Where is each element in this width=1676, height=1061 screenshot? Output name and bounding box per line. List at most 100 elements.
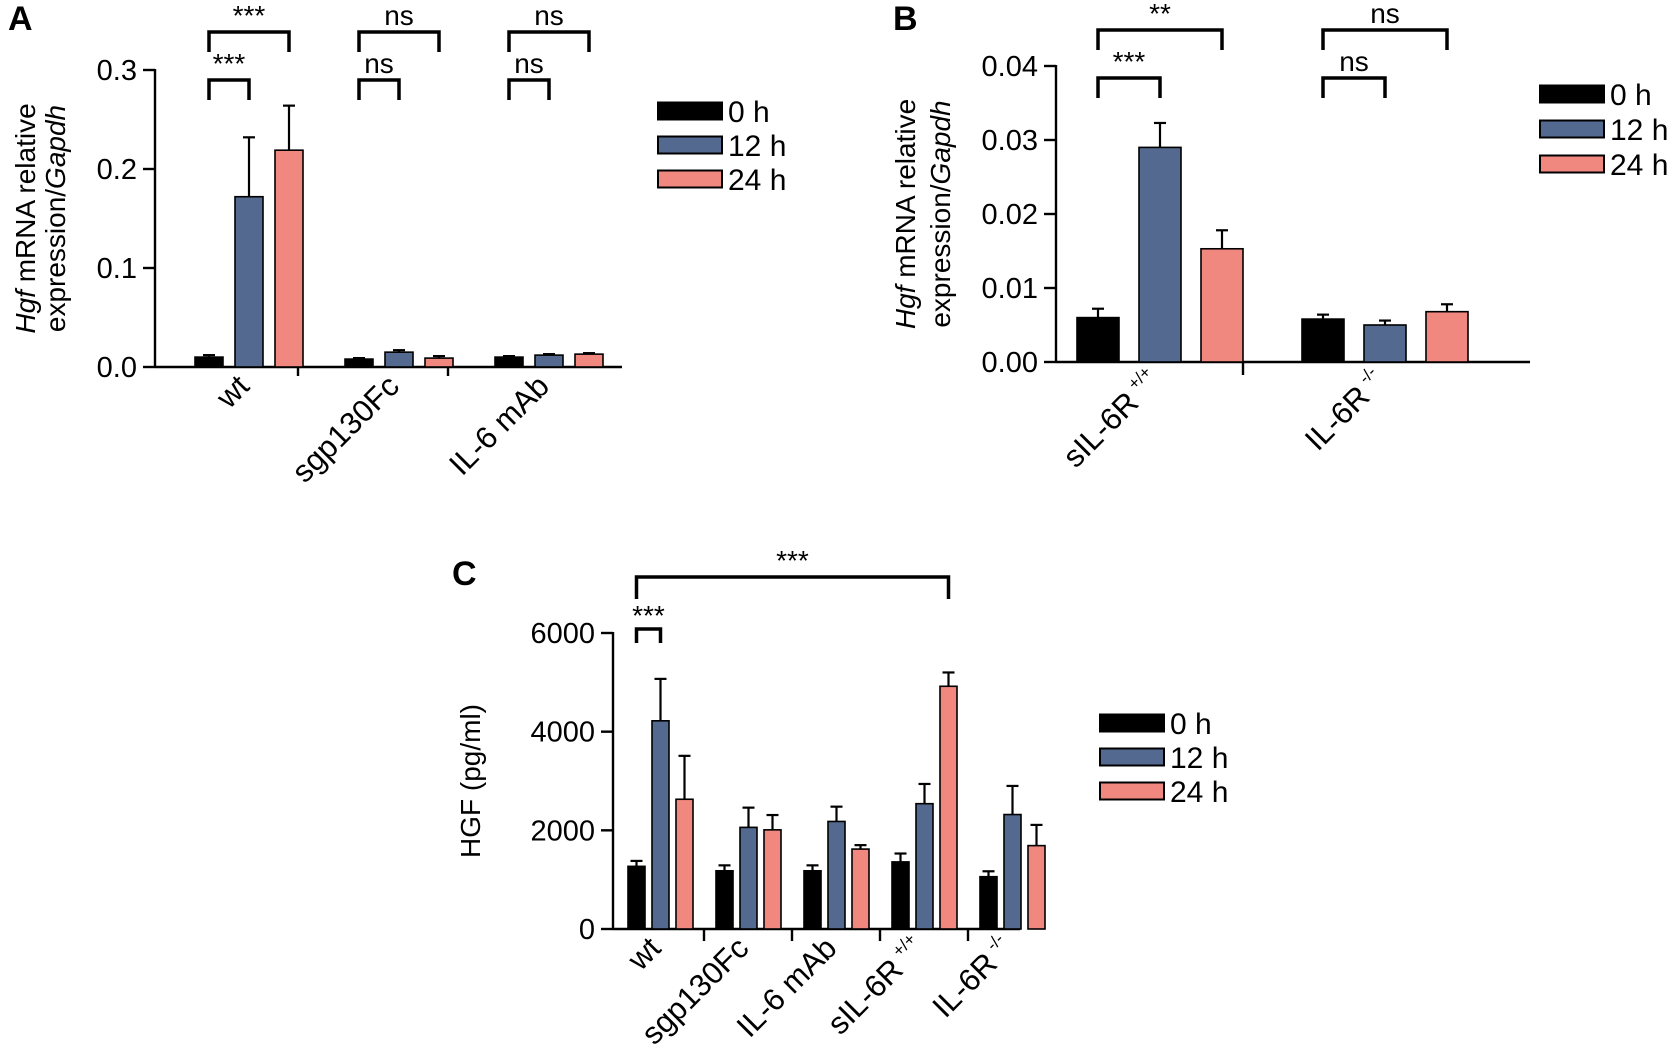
y-tick-label: 0.01	[982, 273, 1038, 305]
y-axis-label-reference-gene: Gapdh	[925, 100, 956, 184]
bar	[1200, 247, 1244, 363]
bar	[651, 720, 670, 930]
category-genotype-superscript: +/+	[1124, 362, 1155, 393]
y-tick-label: 0.2	[97, 154, 137, 186]
legend-swatch	[1099, 713, 1165, 733]
y-tick-label: 0.04	[982, 51, 1038, 83]
x-category-label: IL-6R-/-	[925, 929, 1020, 1024]
legend-label: 0 h	[728, 96, 770, 129]
x-category-label: sIL-6R+/+	[1055, 362, 1167, 474]
category-genotype-superscript: +/+	[889, 929, 920, 960]
legend-swatch	[1539, 119, 1605, 139]
significance-label: **	[1149, 0, 1171, 29]
y-tick-label: 0.02	[982, 199, 1038, 231]
bar	[234, 195, 264, 368]
bar	[1425, 310, 1469, 363]
significance-label: ns	[514, 48, 544, 79]
significance-bracket	[357, 30, 441, 52]
significance-label: ***	[776, 545, 809, 576]
legend-label: 24 h	[728, 164, 786, 197]
y-tick-label: 6000	[530, 618, 595, 650]
significance-label: ns	[1339, 46, 1369, 77]
significance-label: ***	[213, 48, 246, 79]
y-axis-label-text: mRNA relative	[890, 99, 921, 286]
category-genotype-superscript: -/-	[1355, 362, 1380, 387]
category-name: IL-6R	[1298, 379, 1376, 457]
significance-label: ns	[384, 0, 414, 31]
y-axis-label-reference-gene: Gapdh	[40, 105, 71, 189]
legend-swatch	[1539, 84, 1605, 104]
significance-label: ***	[632, 600, 665, 631]
bar	[534, 354, 564, 368]
legend-label: 0 h	[1170, 708, 1212, 741]
y-axis-label-text: mRNA relative	[10, 103, 41, 290]
category-name: IL-6R	[926, 946, 1004, 1024]
panel-a-letter: A	[8, 0, 33, 38]
y-axis-label-line1: Hgf mRNA relative	[890, 99, 921, 329]
y-tick-label: 0.0	[97, 352, 137, 384]
bar	[1138, 146, 1182, 363]
x-category-label: sgp130Fc	[285, 368, 406, 489]
significance-label: ns	[534, 0, 564, 31]
legend-swatch	[657, 101, 723, 121]
bar	[627, 865, 646, 930]
bar	[803, 869, 822, 930]
legend-label: 12 h	[728, 130, 786, 163]
bar	[194, 356, 224, 368]
significance-bracket	[357, 78, 401, 100]
bar	[715, 869, 734, 930]
panel-b-chart: B 0.00 0.01 0.02 0.03 0.04 Hgf mRNA relative e…	[890, 0, 1668, 474]
bar	[827, 820, 846, 930]
x-category-label: IL-6R-/-	[1297, 362, 1392, 457]
bar	[763, 829, 782, 930]
y-tick-label: 2000	[530, 815, 595, 847]
y-axis-label-gene: Hgf	[890, 282, 921, 329]
legend-label: 24 h	[1170, 776, 1228, 809]
x-category-label: sIL-6R+/+	[820, 929, 932, 1041]
significance-bracket	[507, 78, 551, 100]
significance-bracket	[634, 627, 663, 643]
y-axis-label: HGF (pg/ml)	[455, 704, 486, 858]
bar	[891, 861, 910, 930]
significance-label: ns	[1370, 0, 1400, 29]
category-genotype-superscript: -/-	[983, 929, 1008, 954]
bar	[1003, 813, 1022, 930]
significance-bracket	[1096, 28, 1224, 50]
y-tick-label: 0	[579, 914, 595, 946]
y-axis-label-gene: Hgf	[10, 287, 41, 334]
legend-swatch	[1099, 781, 1165, 801]
y-axis-label-text: expression/	[40, 189, 71, 332]
significance-label: ns	[364, 48, 394, 79]
legend-label: 24 h	[1610, 149, 1668, 182]
bar	[1363, 324, 1407, 363]
bar	[1301, 318, 1345, 363]
x-category-label: wt	[620, 930, 668, 978]
panel-c-letter: C	[452, 555, 477, 593]
legend-swatch	[657, 169, 723, 189]
x-category-label: IL-6 mAb	[442, 368, 556, 482]
bar	[675, 798, 694, 930]
significance-bracket	[634, 575, 951, 599]
y-tick-label: 4000	[530, 717, 595, 749]
x-category-label: wt	[209, 368, 257, 416]
y-tick-label: 0.3	[97, 55, 137, 87]
significance-label: ***	[233, 0, 266, 31]
y-axis-label-text: expression/	[925, 184, 956, 327]
significance-bracket	[1096, 76, 1162, 98]
bar	[1076, 316, 1120, 363]
legend-swatch	[1539, 154, 1605, 174]
category-name: sIL-6R	[821, 952, 910, 1041]
legend-swatch	[1099, 747, 1165, 767]
y-tick-label: 0.03	[982, 125, 1038, 157]
bar	[851, 848, 870, 930]
panel-a-chart: A 0.0 0.1 0.2 0.3 Hgf mRNA relative expressio…	[8, 0, 786, 489]
category-name: wt	[209, 368, 257, 416]
bar	[274, 149, 304, 368]
significance-bracket	[1321, 76, 1387, 98]
y-tick-label: 0.1	[97, 253, 137, 285]
bar	[424, 357, 454, 368]
category-name: sIL-6R	[1056, 385, 1145, 474]
y-tick-label: 0.00	[982, 347, 1038, 379]
